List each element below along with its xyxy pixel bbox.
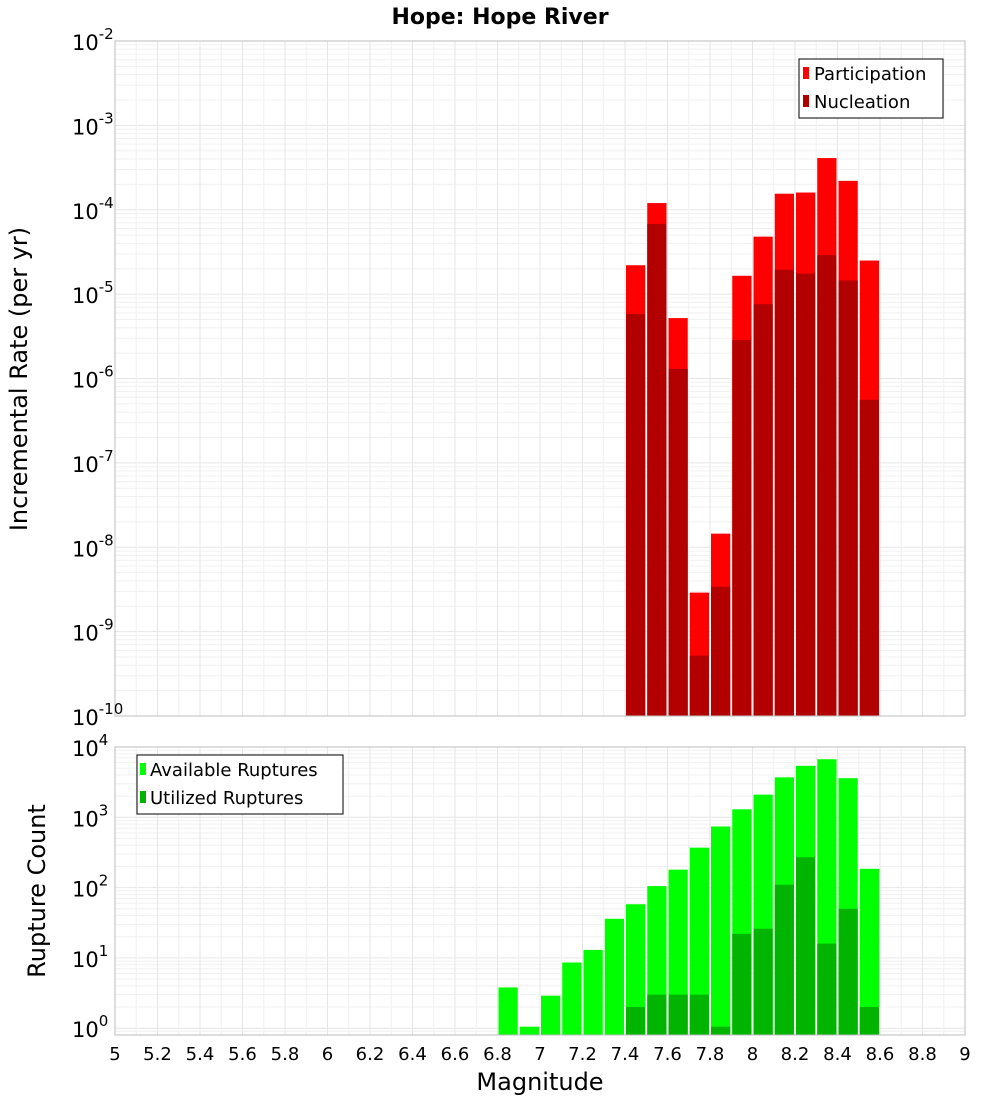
top-y-tick-label: 10-4 xyxy=(72,194,114,224)
bottom-bar-utilized-ruptures-7.85 xyxy=(711,1026,731,1035)
top-bar-nucleation-7.75 xyxy=(689,655,709,716)
x-tick-label: 5.4 xyxy=(186,1044,215,1065)
x-tick-labels: 5 5.2 5.4 5.6 5.8 6 6.2 6.4 6.6 6.8 7 7.2 7.4 7.6 7.8 8… xyxy=(109,1044,970,1065)
bottom-y-tick-label: 104 xyxy=(72,731,108,761)
x-tick-label: 5.6 xyxy=(228,1044,257,1065)
legend-label-available-ruptures: Available Ruptures xyxy=(150,760,318,781)
bottom-bar-available-ruptures-7.75 xyxy=(689,847,709,1035)
bottom-y-tick-labels: 100 101 102 103 104 xyxy=(72,731,108,1042)
x-tick-label: 8.4 xyxy=(823,1044,852,1065)
top-y-tick-label: 10-6 xyxy=(72,363,114,393)
bottom-bar-available-ruptures-7.85 xyxy=(711,826,731,1035)
top-bar-nucleation-8.55 xyxy=(859,399,879,716)
top-bar-nucleation-7.65 xyxy=(668,368,688,716)
bottom-bar-utilized-ruptures-7.45 xyxy=(626,1007,646,1035)
x-axis-label: Magnitude xyxy=(476,1068,603,1096)
legend-swatch-utilized-ruptures xyxy=(140,791,146,803)
top-y-axis-label: Incremental Rate (per yr) xyxy=(5,227,33,531)
top-y-tick-label: 10-10 xyxy=(72,700,123,730)
x-tick-label: 5.2 xyxy=(143,1044,172,1065)
bottom-bar-utilized-ruptures-8.05 xyxy=(753,928,773,1035)
bottom-bar-utilized-ruptures-8.55 xyxy=(859,1007,879,1035)
top-bar-nucleation-7.85 xyxy=(711,586,731,716)
bottom-bar-available-ruptures-7.45 xyxy=(626,904,646,1035)
top-bar-nucleation-7.95 xyxy=(732,340,752,716)
x-tick-label: 6.6 xyxy=(441,1044,470,1065)
bottom-bar-utilized-ruptures-8.15 xyxy=(774,884,794,1035)
x-tick-label: 8.2 xyxy=(781,1044,810,1065)
bottom-bar-utilized-ruptures-7.55 xyxy=(647,994,667,1035)
x-tick-label: 9 xyxy=(959,1044,970,1065)
x-tick-label: 8 xyxy=(747,1044,758,1065)
bottom-bar-utilized-ruptures-7.95 xyxy=(732,933,752,1035)
bottom-bar-available-ruptures-8.55 xyxy=(859,868,879,1035)
legend-label-participation: Participation xyxy=(814,64,926,85)
x-tick-label: 8.6 xyxy=(866,1044,895,1065)
bottom-bar-available-ruptures-7.35 xyxy=(604,918,624,1035)
x-tick-label: 6.2 xyxy=(356,1044,385,1065)
legend-label-nucleation: Nucleation xyxy=(814,92,910,113)
x-tick-label: 7.2 xyxy=(568,1044,597,1065)
bottom-y-tick-label: 103 xyxy=(72,801,108,831)
bottom-bar-utilized-ruptures-7.75 xyxy=(689,994,709,1035)
bottom-y-tick-label: 102 xyxy=(72,872,108,902)
top-plot-grid xyxy=(114,40,966,717)
bottom-plot-bars xyxy=(498,759,879,1035)
legend-swatch-participation xyxy=(803,67,809,79)
x-tick-label: 6.8 xyxy=(483,1044,512,1065)
x-tick-label: 6.4 xyxy=(398,1044,427,1065)
bottom-bar-utilized-ruptures-8.35 xyxy=(817,943,837,1035)
top-bar-nucleation-8.25 xyxy=(796,273,816,716)
bottom-legend-box xyxy=(136,754,344,815)
top-y-tick-label: 10-8 xyxy=(72,531,114,561)
x-tick-label: 5 xyxy=(109,1044,120,1065)
top-plot-frame xyxy=(114,40,966,717)
bottom-plot-frame xyxy=(114,746,966,1036)
bottom-y-tick-label: 101 xyxy=(72,942,108,972)
legend-swatch-available-ruptures xyxy=(140,763,146,775)
legend-label-utilized-ruptures: Utilized Ruptures xyxy=(150,788,303,809)
top-y-tick-labels: 10-10 10-9 10-8 10-7 10-6 10-5 10-4 10-3 10-2 xyxy=(72,25,123,730)
top-bar-nucleation-7.45 xyxy=(626,314,646,716)
top-y-tick-label: 10-2 xyxy=(72,25,114,55)
bottom-legend: Available Ruptures Utilized Ruptures xyxy=(136,754,344,815)
top-bar-nucleation-7.55 xyxy=(647,223,667,716)
x-tick-label: 7 xyxy=(534,1044,545,1065)
legend-swatch-nucleation xyxy=(803,95,809,107)
top-plot-bars xyxy=(626,158,879,717)
x-tick-label: 5.8 xyxy=(271,1044,300,1065)
bottom-bar-available-ruptures-7.15 xyxy=(562,962,582,1035)
x-tick-label: 7.6 xyxy=(653,1044,682,1065)
x-tick-label: 6 xyxy=(322,1044,333,1065)
top-legend: Participation Nucleation xyxy=(798,58,944,119)
bottom-bar-utilized-ruptures-8.45 xyxy=(838,908,858,1035)
x-tick-label: 7.4 xyxy=(611,1044,640,1065)
top-y-tick-label: 10-5 xyxy=(72,278,114,308)
top-bar-nucleation-8.15 xyxy=(774,269,794,716)
top-y-tick-label: 10-7 xyxy=(72,447,114,477)
top-bar-nucleation-8.45 xyxy=(838,280,858,716)
top-y-tick-label: 10-3 xyxy=(72,109,114,139)
chart-title: Hope: Hope River xyxy=(391,5,608,30)
bottom-bar-available-ruptures-7.05 xyxy=(541,995,561,1035)
x-tick-label: 7.8 xyxy=(696,1044,725,1065)
top-y-tick-label: 10-9 xyxy=(72,616,114,646)
top-legend-box xyxy=(798,58,944,119)
bottom-bar-available-ruptures-7.65 xyxy=(668,869,688,1035)
top-bar-nucleation-8.35 xyxy=(817,255,837,716)
bottom-bar-utilized-ruptures-8.25 xyxy=(796,857,816,1035)
top-bar-nucleation-8.05 xyxy=(753,304,773,716)
bottom-bar-utilized-ruptures-7.65 xyxy=(668,994,688,1035)
bottom-y-tick-label: 100 xyxy=(72,1012,108,1042)
x-tick-label: 8.8 xyxy=(908,1044,937,1065)
bottom-y-axis-label: Rupture Count xyxy=(23,804,51,978)
bottom-bar-available-ruptures-6.85 xyxy=(498,987,518,1035)
bottom-bar-available-ruptures-7.25 xyxy=(583,949,603,1035)
bottom-bar-available-ruptures-6.95 xyxy=(519,1026,539,1035)
